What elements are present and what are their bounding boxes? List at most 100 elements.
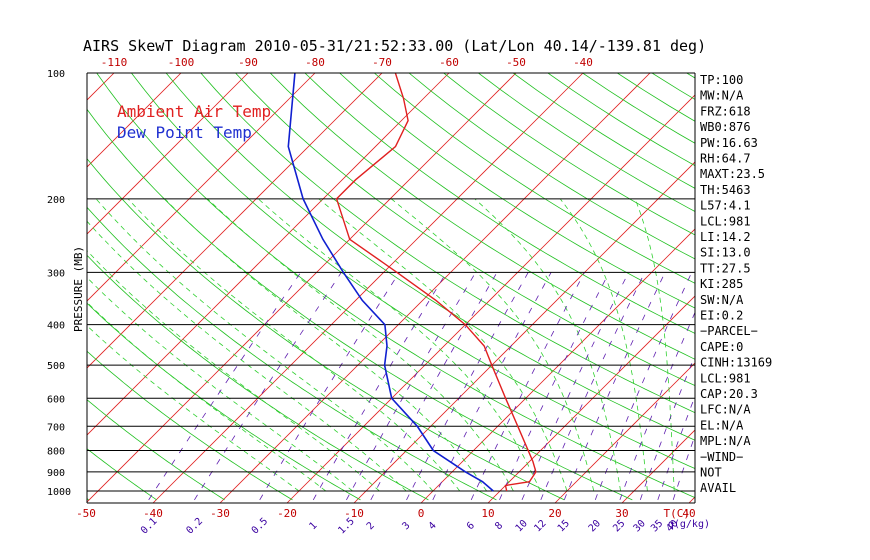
pressure-tick-label: 900 [47, 468, 65, 479]
mixing-ratio-line [148, 272, 302, 501]
mixing-ratio-tick-label: 12 [532, 518, 548, 534]
bottom-axis-label: T(C) [664, 507, 691, 520]
mixing-ratio-tick-label: 0.5 [250, 516, 271, 537]
mixing-ratio-tick-label: 1 [307, 520, 319, 532]
pressure-tick-label: 500 [47, 361, 65, 372]
mixing-ratio-tick-label: 4 [427, 520, 439, 532]
mixing-ratio-axis-label: q(g/kg) [668, 519, 710, 530]
moist-adiabat-line [634, 198, 675, 491]
isotherm-line [152, 73, 584, 503]
isotherm-line [87, 73, 383, 369]
bottom-temp-tick-label: 20 [548, 507, 561, 520]
mixing-ratio-line [594, 272, 693, 501]
top-temp-tick-label: -50 [506, 56, 526, 69]
isotherm-line [219, 73, 651, 503]
bottom-temp-tick-label: -20 [277, 507, 297, 520]
stability-index-item: CAP:20.3 [700, 387, 758, 401]
bottom-temp-tick-label: 10 [481, 507, 494, 520]
top-temp-tick-label: -60 [439, 56, 459, 69]
dry-adiabat-line [304, 73, 695, 334]
dry-adiabat-line [87, 254, 429, 501]
dry-adiabat-line [200, 73, 695, 414]
stability-index-item: LCL:981 [700, 371, 751, 385]
stability-index-item: WB0:876 [700, 120, 751, 134]
moist-adiabat-line [390, 198, 595, 492]
mixing-ratio-tick-label: 2 [365, 520, 377, 532]
chart-title: AIRS SkewT Diagram 2010-05-31/21:52:33.0… [83, 37, 706, 55]
mixing-ratio-line [499, 272, 610, 501]
isotherm-line [87, 73, 115, 101]
mixing-ratio-tick-label: 6 [465, 520, 477, 532]
legend-ambient-temp: Ambient Air Temp [117, 102, 271, 121]
stability-index-item: CAPE:0 [700, 340, 743, 354]
stability-index-item: EL:N/A [700, 418, 744, 432]
dry-adiabat-line [0, 73, 21, 500]
dry-adiabat-line [87, 158, 565, 501]
moist-adiabat-line [87, 325, 300, 492]
bottom-temp-tick-label: 0 [418, 507, 425, 520]
dry-adiabat-line [408, 73, 695, 260]
dry-adiabat-line [87, 448, 157, 501]
mixing-ratio-line [639, 354, 695, 501]
top-temp-tick-label: -40 [573, 56, 593, 69]
isotherm-line [0, 73, 47, 503]
isotherm-line [823, 73, 870, 503]
pressure-tick-label: 400 [47, 321, 65, 332]
bottom-temp-tick-label: -30 [210, 507, 230, 520]
stability-index-item: LI:14.2 [700, 230, 751, 244]
stability-index-item: RH:64.7 [700, 152, 751, 166]
bottom-temp-tick-label: -10 [344, 507, 364, 520]
top-temp-tick-label: -110 [101, 56, 128, 69]
dry-adiabat-line [374, 73, 695, 284]
dry-adiabat-line [478, 73, 695, 212]
y-axis-label: PRESSURE (MB) [72, 246, 85, 332]
dry-adiabat-line [269, 73, 695, 360]
isotherm-line [87, 73, 249, 235]
mixing-ratio-line [521, 272, 629, 501]
mixing-ratio-line [540, 272, 646, 501]
dry-adiabat-line [131, 73, 695, 470]
dry-adiabat-line [87, 108, 633, 501]
moist-adiabat-line [164, 198, 487, 492]
bottom-temp-tick-label: 30 [615, 507, 628, 520]
dry-adiabat-line [87, 302, 361, 501]
dry-adiabat-line [165, 73, 695, 441]
mixing-ratio-tick-label: 15 [556, 518, 572, 534]
moist-adiabat-line [207, 198, 514, 492]
mixing-ratio-tick-label: 10 [514, 518, 530, 534]
temperature-profile-line [335, 73, 537, 492]
dry-adiabat-line [512, 73, 695, 189]
stability-index-item: AVAIL [700, 481, 736, 495]
bottom-temp-tick-label: -50 [76, 507, 96, 520]
mixing-ratio-line [194, 272, 342, 501]
stability-index-item: TP:100 [700, 73, 743, 87]
stability-index-item: LFC:N/A [700, 403, 751, 417]
isotherm-line [286, 94, 695, 503]
mixing-ratio-tick-label: 0.2 [185, 516, 206, 537]
top-temp-tick-label: -70 [372, 56, 392, 69]
stability-index-item: −PARCEL− [700, 324, 758, 338]
dry-adiabat-line [339, 73, 695, 309]
moist-adiabat-line [95, 198, 434, 492]
pressure-tick-label: 800 [47, 446, 65, 457]
mixing-ratio-tick-label: 8 [493, 520, 505, 532]
isotherm-line [756, 73, 870, 503]
isotherm-line [554, 362, 695, 503]
moist-adiabat-line [87, 250, 380, 492]
pressure-tick-label: 200 [47, 195, 65, 206]
isotherm-line [487, 295, 695, 503]
dewpoint-profile-line [287, 73, 494, 492]
stability-index-item: PW:16.63 [700, 136, 758, 150]
stability-index-item: KI:285 [700, 277, 743, 291]
isotherm-line [87, 73, 182, 168]
isotherm-line [87, 73, 316, 302]
mixing-ratio-tick-label: 3 [400, 520, 412, 532]
stability-index-item: MPL:N/A [700, 434, 751, 448]
isotherm-line [420, 228, 695, 503]
mixing-ratio-line [657, 395, 695, 501]
mixing-ratio-line [312, 272, 447, 501]
dry-adiabat-line [87, 399, 225, 501]
stability-index-item: TT:27.5 [700, 261, 751, 275]
top-temp-tick-label: -80 [305, 56, 325, 69]
stability-index-item: SW:N/A [700, 293, 744, 307]
